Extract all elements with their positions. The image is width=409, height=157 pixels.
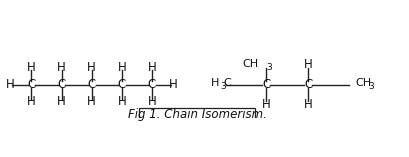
Text: H: H (87, 95, 96, 108)
Text: C: C (57, 78, 66, 91)
Text: 3: 3 (266, 63, 272, 72)
Text: H: H (304, 98, 313, 111)
Text: H: H (304, 58, 313, 71)
Text: H: H (87, 62, 96, 74)
Text: H: H (27, 95, 36, 108)
Text: H: H (169, 78, 177, 91)
Text: H: H (117, 95, 126, 108)
Text: C: C (148, 78, 156, 91)
Text: H: H (211, 78, 220, 88)
Text: H: H (57, 95, 66, 108)
Text: C: C (304, 78, 312, 91)
Text: H: H (57, 62, 66, 74)
Text: C: C (88, 78, 96, 91)
Text: H: H (148, 95, 156, 108)
Text: 3: 3 (220, 82, 226, 91)
Text: H: H (262, 98, 271, 111)
FancyBboxPatch shape (139, 108, 255, 121)
Text: C: C (223, 78, 231, 88)
Text: C: C (262, 78, 270, 91)
Text: CH: CH (242, 59, 258, 69)
Text: CH: CH (355, 78, 371, 88)
Text: 3: 3 (369, 82, 374, 91)
Text: H: H (6, 78, 15, 91)
Text: H: H (117, 62, 126, 74)
Text: C: C (27, 78, 36, 91)
Text: H: H (27, 62, 36, 74)
Text: C: C (118, 78, 126, 91)
Text: H: H (148, 62, 156, 74)
Text: Fig 1. Chain Isomerism.: Fig 1. Chain Isomerism. (128, 108, 266, 121)
